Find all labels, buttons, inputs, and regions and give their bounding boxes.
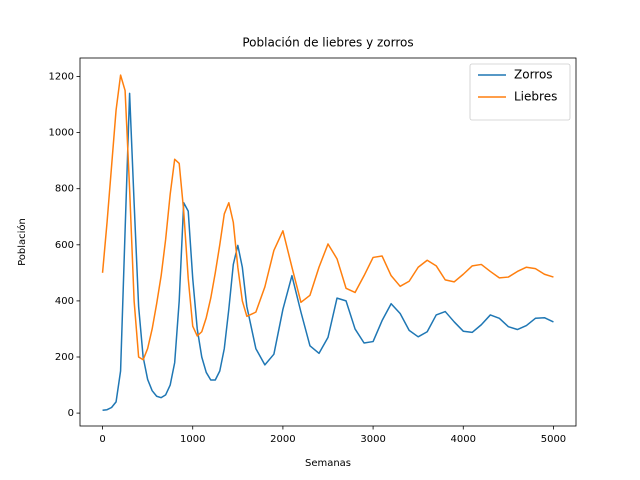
- x-tick-label: 5000: [541, 434, 566, 445]
- y-tick-label: 1000: [49, 128, 74, 139]
- series-line: [101, 74, 554, 361]
- legend-label: Zorros: [514, 68, 553, 82]
- axes-frame: [79, 57, 577, 427]
- y-tick-label: 200: [55, 352, 74, 363]
- legend-box: [469, 63, 571, 121]
- y-tick-label: 0: [68, 408, 74, 419]
- legend-label: Liebres: [514, 90, 557, 104]
- x-tick-label: 2000: [270, 434, 295, 445]
- x-tick-label: 3000: [360, 434, 385, 445]
- series-line: [102, 92, 554, 412]
- x-tick-label: 0: [99, 434, 105, 445]
- y-tick-label: 1200: [49, 72, 74, 83]
- chart-title: Población de liebres y zorros: [242, 36, 413, 50]
- y-axis-label: Población: [16, 218, 28, 266]
- y-tick-label: 800: [55, 184, 74, 195]
- y-tick-label: 600: [55, 240, 74, 251]
- y-tick-label: 400: [55, 296, 74, 307]
- x-axis-label: Semanas: [305, 458, 351, 469]
- x-tick-label: 4000: [451, 434, 476, 445]
- x-tick-label: 1000: [180, 434, 205, 445]
